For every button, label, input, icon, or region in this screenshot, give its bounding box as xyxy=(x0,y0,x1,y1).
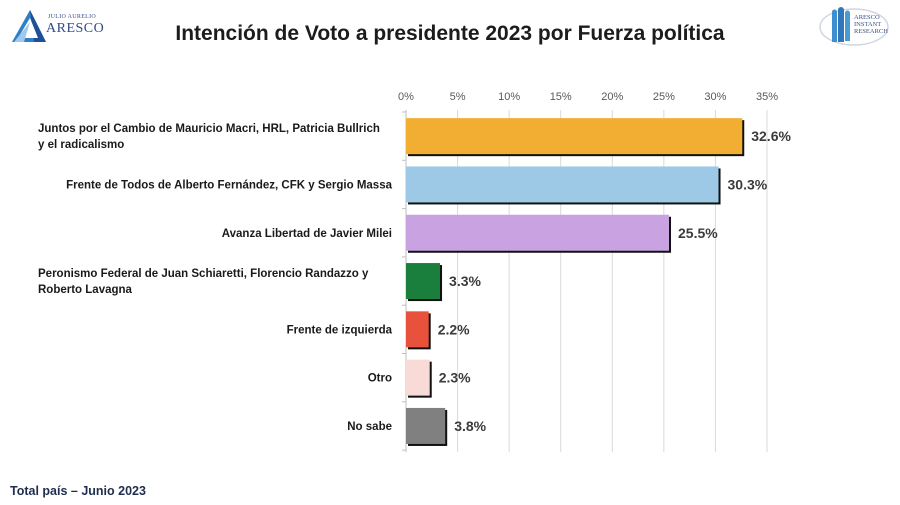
research-logo-icon xyxy=(819,7,889,46)
data-label: 32.6% xyxy=(751,128,791,144)
category-label: Otro xyxy=(368,373,392,385)
x-tick-label: 30% xyxy=(704,91,726,103)
logo-line-2: INSTANT xyxy=(854,21,882,28)
category-label: Frente de Todos de Alberto Fernández, CF… xyxy=(66,179,392,191)
data-label: 2.3% xyxy=(439,370,471,386)
category-label: y el radicalismo xyxy=(38,139,124,151)
aresco-instant-research-logo: ARESCO INSTANT RESEARCH xyxy=(818,6,898,48)
category-label: Frente de izquierda xyxy=(287,324,393,336)
triangle-logo-icon xyxy=(12,10,46,42)
category-label: Peronismo Federal de Juan Schiaretti, Fl… xyxy=(38,268,369,280)
x-tick-label: 25% xyxy=(653,91,675,103)
chart-title: Intención de Voto a presidente 2023 por … xyxy=(175,22,725,45)
logo-small-text: JULIO AURELIO xyxy=(48,14,97,20)
footer-note: Total país – Junio 2023 xyxy=(10,484,146,498)
bar xyxy=(406,263,441,300)
category-label: No sabe xyxy=(347,421,392,433)
data-label: 30.3% xyxy=(728,176,768,192)
data-label: 3.3% xyxy=(449,273,481,289)
bar xyxy=(406,359,430,396)
data-label: 25.5% xyxy=(678,225,718,241)
x-tick-label: 35% xyxy=(756,91,778,103)
bar xyxy=(406,311,429,348)
x-tick-label: 0% xyxy=(398,91,414,103)
x-tick-label: 10% xyxy=(498,91,520,103)
data-label: 3.8% xyxy=(454,418,486,434)
bar xyxy=(406,118,743,155)
category-label: Avanza Libertad de Javier Milei xyxy=(222,228,392,240)
x-tick-label: 5% xyxy=(450,91,466,103)
logo-line-1: ARESCO xyxy=(854,14,880,21)
category-label: Roberto Lavagna xyxy=(38,284,133,296)
bar xyxy=(406,214,670,251)
logo-line-3: RESEARCH xyxy=(854,28,888,35)
bar xyxy=(406,166,719,203)
data-label: 2.2% xyxy=(438,321,470,337)
logo-brand-text: ARESCO xyxy=(46,21,105,36)
x-tick-label: 15% xyxy=(550,91,572,103)
bar xyxy=(406,407,446,444)
aresco-logo: JULIO AURELIO ARESCO xyxy=(8,8,104,44)
category-label: Juntos por el Cambio de Mauricio Macri, … xyxy=(38,123,380,135)
x-tick-label: 20% xyxy=(601,91,623,103)
